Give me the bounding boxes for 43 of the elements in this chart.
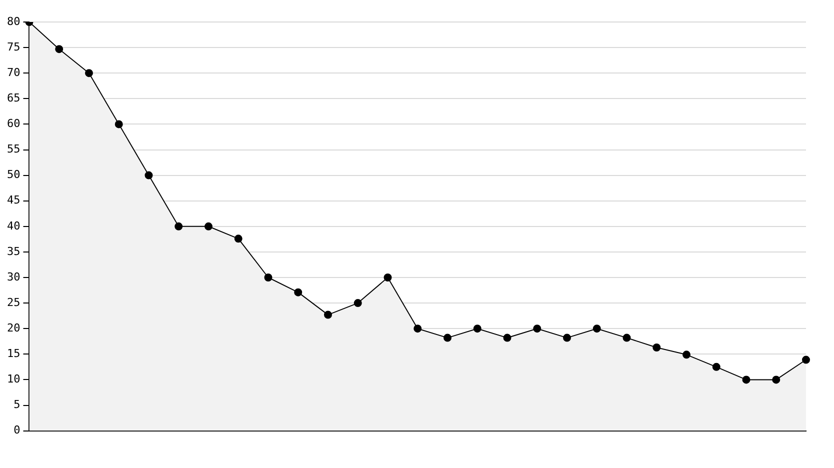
y-tick-label: 30 xyxy=(6,270,20,284)
point xyxy=(234,234,242,243)
y-tick-label: 65 xyxy=(6,92,20,105)
point xyxy=(473,324,482,333)
point xyxy=(622,334,631,342)
y-tick-label: 45 xyxy=(6,194,20,207)
y-tick-label: 15 xyxy=(6,347,20,360)
point xyxy=(563,334,571,342)
point xyxy=(712,362,720,371)
point xyxy=(144,171,153,180)
point xyxy=(294,288,302,296)
point xyxy=(114,120,123,128)
y-tick-label: 50 xyxy=(6,168,20,182)
point xyxy=(503,334,512,342)
y-tick-label: 0 xyxy=(14,424,20,437)
point xyxy=(592,324,601,333)
point xyxy=(682,350,690,359)
y-tick-label: 25 xyxy=(6,296,20,309)
point xyxy=(444,334,452,342)
y-tick-label: 20 xyxy=(6,321,20,334)
y-tick-label: 60 xyxy=(6,117,20,130)
point xyxy=(742,376,750,384)
y-tick-label: 70 xyxy=(6,66,20,79)
point xyxy=(354,299,362,308)
point xyxy=(55,45,64,54)
point xyxy=(802,356,810,364)
y-tick-label: 5 xyxy=(14,398,20,412)
point xyxy=(533,324,542,333)
point xyxy=(204,222,212,230)
point xyxy=(84,69,93,78)
y-tick-label: 75 xyxy=(6,40,20,54)
y-tick-label: 80 xyxy=(6,14,20,28)
point xyxy=(384,274,392,282)
point xyxy=(174,222,183,230)
point xyxy=(324,310,332,319)
point xyxy=(414,324,422,333)
point xyxy=(264,274,272,282)
y-tick-label: 10 xyxy=(6,372,20,386)
y-tick-label: 55 xyxy=(6,142,20,156)
point xyxy=(652,344,661,352)
y-tick-label: 40 xyxy=(6,219,20,232)
point xyxy=(772,376,780,384)
y-tick-label: 35 xyxy=(6,244,20,258)
